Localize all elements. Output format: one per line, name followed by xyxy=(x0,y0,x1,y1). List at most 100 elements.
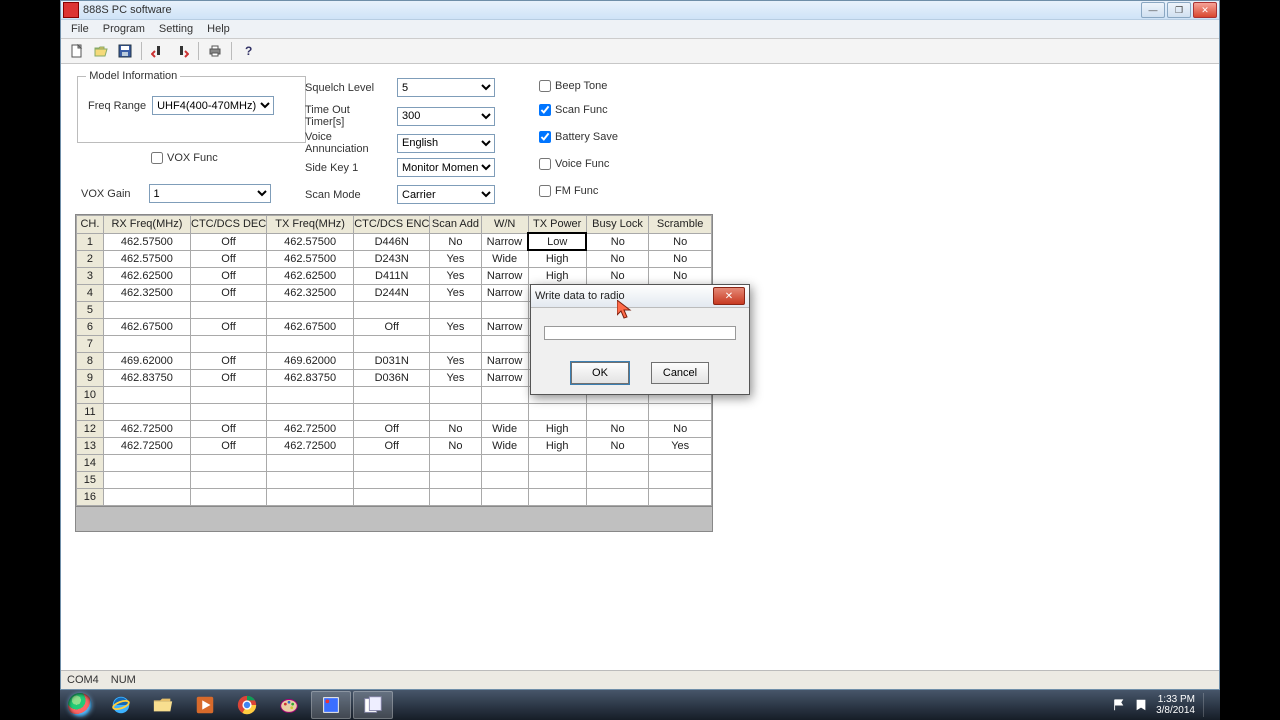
table-cell[interactable]: Yes xyxy=(430,268,481,285)
table-cell[interactable]: 462.62500 xyxy=(267,268,354,285)
table-cell[interactable] xyxy=(267,336,354,353)
row-header-cell[interactable]: 16 xyxy=(77,489,104,506)
row-header-cell[interactable]: 14 xyxy=(77,455,104,472)
column-header[interactable]: CTC/DCS ENC xyxy=(354,216,430,234)
table-cell[interactable] xyxy=(430,387,481,404)
table-cell[interactable] xyxy=(481,455,528,472)
menu-setting[interactable]: Setting xyxy=(153,22,199,36)
table-cell[interactable]: No xyxy=(586,421,649,438)
menu-program[interactable]: Program xyxy=(97,22,151,36)
table-cell[interactable]: 462.72500 xyxy=(267,421,354,438)
table-cell[interactable]: 462.67500 xyxy=(103,319,190,336)
table-cell[interactable] xyxy=(191,455,267,472)
table-cell[interactable] xyxy=(354,455,430,472)
table-cell[interactable]: Off xyxy=(191,233,267,250)
row-header-cell[interactable]: 15 xyxy=(77,472,104,489)
table-row[interactable]: 3462.62500Off462.62500D411NYesNarrowHigh… xyxy=(77,268,712,285)
row-header-cell[interactable]: 10 xyxy=(77,387,104,404)
row-header-cell[interactable]: 3 xyxy=(77,268,104,285)
table-cell[interactable]: 469.62000 xyxy=(267,353,354,370)
table-cell[interactable]: Off xyxy=(191,421,267,438)
row-header-cell[interactable]: 5 xyxy=(77,302,104,319)
column-header[interactable]: CH. xyxy=(77,216,104,234)
table-cell[interactable] xyxy=(103,404,190,421)
vox-gain-select[interactable]: 1 xyxy=(149,184,271,203)
table-row[interactable]: 11 xyxy=(77,404,712,421)
table-cell[interactable] xyxy=(354,387,430,404)
table-cell[interactable] xyxy=(354,489,430,506)
table-cell[interactable] xyxy=(528,404,586,421)
table-cell[interactable]: Narrow xyxy=(481,370,528,387)
table-cell[interactable]: Narrow xyxy=(481,268,528,285)
taskbar-mediaplayer-icon[interactable] xyxy=(185,691,225,719)
table-cell[interactable]: Yes xyxy=(430,319,481,336)
table-cell[interactable] xyxy=(481,387,528,404)
system-tray[interactable]: 1:33 PM 3/8/2014 xyxy=(1108,693,1220,717)
minimize-button[interactable]: — xyxy=(1141,2,1165,18)
table-cell[interactable]: Low xyxy=(528,233,586,250)
table-cell[interactable]: No xyxy=(586,438,649,455)
row-header-cell[interactable]: 13 xyxy=(77,438,104,455)
table-cell[interactable]: Yes xyxy=(430,250,481,268)
table-cell[interactable] xyxy=(267,455,354,472)
table-cell[interactable] xyxy=(528,472,586,489)
table-cell[interactable] xyxy=(103,472,190,489)
open-icon[interactable] xyxy=(91,41,111,61)
table-cell[interactable]: 462.57500 xyxy=(267,233,354,250)
table-cell[interactable]: D446N xyxy=(354,233,430,250)
table-cell[interactable]: Narrow xyxy=(481,233,528,250)
table-cell[interactable] xyxy=(586,489,649,506)
table-cell[interactable]: No xyxy=(649,250,712,268)
table-cell[interactable] xyxy=(267,472,354,489)
write-to-radio-icon[interactable] xyxy=(172,41,192,61)
table-cell[interactable]: 462.72500 xyxy=(103,421,190,438)
column-header[interactable]: Scramble xyxy=(649,216,712,234)
table-cell[interactable] xyxy=(481,404,528,421)
column-header[interactable]: RX Freq(MHz) xyxy=(103,216,190,234)
table-cell[interactable]: Narrow xyxy=(481,285,528,302)
table-cell[interactable]: Yes xyxy=(649,438,712,455)
table-cell[interactable]: No xyxy=(430,233,481,250)
table-cell[interactable] xyxy=(354,404,430,421)
table-cell[interactable] xyxy=(430,489,481,506)
titlebar[interactable]: 888S PC software — ❐ ✕ xyxy=(61,1,1219,20)
table-cell[interactable] xyxy=(481,336,528,353)
row-header-cell[interactable]: 12 xyxy=(77,421,104,438)
table-cell[interactable]: 462.32500 xyxy=(103,285,190,302)
column-header[interactable]: TX Freq(MHz) xyxy=(267,216,354,234)
row-header-cell[interactable]: 11 xyxy=(77,404,104,421)
table-cell[interactable]: High xyxy=(528,268,586,285)
table-cell[interactable] xyxy=(103,336,190,353)
row-header-cell[interactable]: 7 xyxy=(77,336,104,353)
tray-clock[interactable]: 1:33 PM 3/8/2014 xyxy=(1156,694,1195,716)
table-cell[interactable]: High xyxy=(528,438,586,455)
squelch-select[interactable]: 5 xyxy=(397,78,495,97)
dialog-titlebar[interactable]: Write data to radio ✕ xyxy=(531,285,749,308)
menu-help[interactable]: Help xyxy=(201,22,236,36)
menu-file[interactable]: File xyxy=(65,22,95,36)
table-cell[interactable]: 462.57500 xyxy=(267,250,354,268)
table-cell[interactable]: Wide xyxy=(481,250,528,268)
table-cell[interactable]: Narrow xyxy=(481,353,528,370)
row-header-cell[interactable]: 1 xyxy=(77,233,104,250)
table-cell[interactable]: Off xyxy=(354,319,430,336)
table-cell[interactable]: No xyxy=(649,233,712,250)
table-row[interactable]: 13462.72500Off462.72500OffNoWideHighNoYe… xyxy=(77,438,712,455)
table-cell[interactable]: 462.72500 xyxy=(267,438,354,455)
table-row[interactable]: 2462.57500Off462.57500D243NYesWideHighNo… xyxy=(77,250,712,268)
table-cell[interactable]: D244N xyxy=(354,285,430,302)
show-desktop-button[interactable] xyxy=(1203,693,1216,717)
table-cell[interactable] xyxy=(481,472,528,489)
table-cell[interactable]: No xyxy=(586,233,649,250)
table-cell[interactable]: Yes xyxy=(430,353,481,370)
table-cell[interactable]: 462.62500 xyxy=(103,268,190,285)
table-row[interactable]: 15 xyxy=(77,472,712,489)
table-cell[interactable]: 462.57500 xyxy=(103,250,190,268)
table-cell[interactable]: Yes xyxy=(430,285,481,302)
table-row[interactable]: 14 xyxy=(77,455,712,472)
save-icon[interactable] xyxy=(115,41,135,61)
table-cell[interactable]: Off xyxy=(191,268,267,285)
table-cell[interactable] xyxy=(354,302,430,319)
table-cell[interactable]: D036N xyxy=(354,370,430,387)
table-cell[interactable]: Off xyxy=(191,353,267,370)
